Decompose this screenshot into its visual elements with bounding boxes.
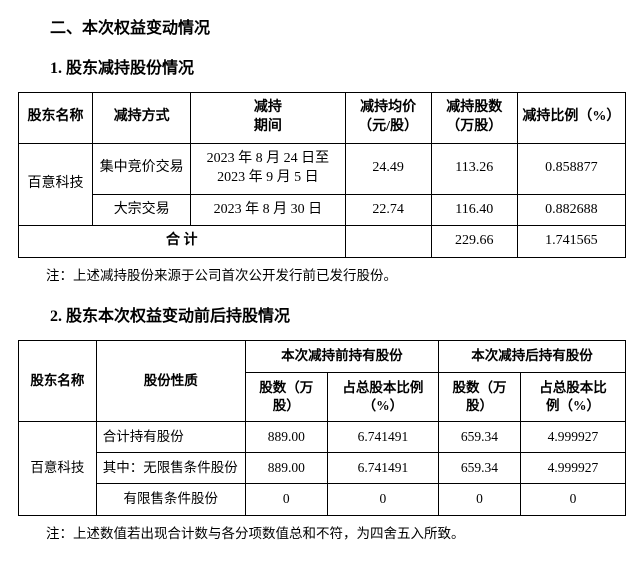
cell-total-label: 合 计: [19, 226, 346, 258]
table-row: 百意科技 合计持有股份 889.00 6.741491 659.34 4.999…: [19, 422, 626, 453]
th-after-ratio: 占总股本比 例（%）: [520, 372, 625, 421]
subsection2-title: 2. 股东本次权益变动前后持股情况: [50, 302, 626, 326]
cell-ratio: 0.882688: [517, 194, 625, 226]
cell-avgprice: 24.49: [345, 143, 431, 194]
cell: 6.741491: [327, 422, 438, 453]
cell: 0: [327, 484, 438, 515]
th-after-group: 本次减持后持有股份: [439, 341, 626, 372]
cell: 0: [520, 484, 625, 515]
th-nature: 股份性质: [96, 341, 245, 422]
cell-nature: 合计持有股份: [96, 422, 245, 453]
cell-total-avgprice: [345, 226, 431, 258]
table-header-row: 股东名称 股份性质 本次减持前持有股份 本次减持后持有股份: [19, 341, 626, 372]
note-1: 注：上述减持股份来源于公司首次公开发行前已发行股份。: [46, 264, 626, 284]
cell-total-ratio: 1.741565: [517, 226, 625, 258]
cell-method: 集中竞价交易: [93, 143, 191, 194]
th-avgprice: 减持均价 （元/股）: [345, 93, 431, 144]
cell-shareholder: 百意科技: [19, 143, 93, 226]
th-period: 减持 期间: [191, 93, 345, 144]
th-before-group: 本次减持前持有股份: [245, 341, 438, 372]
table-row: 有限售条件股份 0 0 0 0: [19, 484, 626, 515]
th-shareholder: 股东名称: [19, 341, 97, 422]
section-title: 二、本次权益变动情况: [50, 14, 626, 38]
th-before-shares: 股数（万 股）: [245, 372, 327, 421]
cell-shares: 116.40: [431, 194, 517, 226]
cell: 6.741491: [327, 453, 438, 484]
th-before-ratio: 占总股本比例 （%）: [327, 372, 438, 421]
cell: 0: [245, 484, 327, 515]
cell-period: 2023 年 8 月 30 日: [191, 194, 345, 226]
cell: 659.34: [439, 453, 521, 484]
table-total-row: 合 计 229.66 1.741565: [19, 226, 626, 258]
cell-shareholder: 百意科技: [19, 422, 97, 516]
th-method: 减持方式: [93, 93, 191, 144]
table-header-row: 股东名称 减持方式 减持 期间 减持均价 （元/股） 减持股数 （万股） 减持比…: [19, 93, 626, 144]
table-row: 百意科技 集中竞价交易 2023 年 8 月 24 日至 2023 年 9 月 …: [19, 143, 626, 194]
table-row: 大宗交易 2023 年 8 月 30 日 22.74 116.40 0.8826…: [19, 194, 626, 226]
cell: 889.00: [245, 422, 327, 453]
cell: 659.34: [439, 422, 521, 453]
th-after-shares: 股数（万 股）: [439, 372, 521, 421]
table-row: 其中：无限售条件股份 889.00 6.741491 659.34 4.9999…: [19, 453, 626, 484]
note-2: 注：上述数值若出现合计数与各分项数值总和不符，为四舍五入所致。: [46, 522, 626, 542]
cell: 0: [439, 484, 521, 515]
cell-total-shares: 229.66: [431, 226, 517, 258]
cell-ratio: 0.858877: [517, 143, 625, 194]
cell: 889.00: [245, 453, 327, 484]
th-ratio: 减持比例（%）: [517, 93, 625, 144]
table-holdings: 股东名称 股份性质 本次减持前持有股份 本次减持后持有股份 股数（万 股） 占总…: [18, 340, 626, 515]
cell-nature: 其中：无限售条件股份: [96, 453, 245, 484]
cell-avgprice: 22.74: [345, 194, 431, 226]
cell-period: 2023 年 8 月 24 日至 2023 年 9 月 5 日: [191, 143, 345, 194]
subsection1-title: 1. 股东减持股份情况: [50, 54, 626, 78]
table-reduction: 股东名称 减持方式 减持 期间 减持均价 （元/股） 减持股数 （万股） 减持比…: [18, 92, 626, 258]
cell: 4.999927: [520, 422, 625, 453]
cell-method: 大宗交易: [93, 194, 191, 226]
cell: 4.999927: [520, 453, 625, 484]
cell-shares: 113.26: [431, 143, 517, 194]
th-shares: 减持股数 （万股）: [431, 93, 517, 144]
cell-nature: 有限售条件股份: [96, 484, 245, 515]
th-shareholder: 股东名称: [19, 93, 93, 144]
